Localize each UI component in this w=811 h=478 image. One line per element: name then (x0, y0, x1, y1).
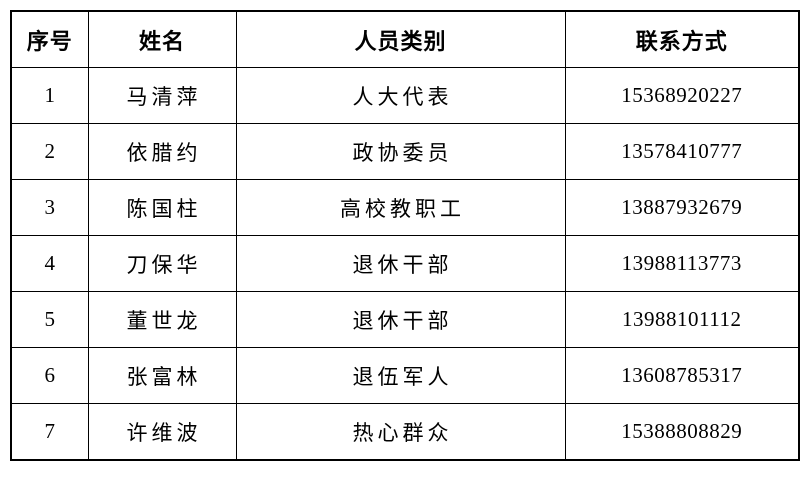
cell-no: 4 (10, 235, 89, 292)
cell-category: 退休干部 (235, 291, 566, 348)
cell-name: 许维波 (87, 403, 237, 461)
cell-no: 3 (10, 179, 89, 236)
table-row: 5 董世龙 退休干部 13988101112 (10, 291, 800, 348)
table-row: 1 马清萍 人大代表 15368920227 (10, 67, 800, 124)
cell-phone: 15388808829 (564, 403, 800, 461)
cell-no: 7 (10, 403, 89, 461)
cell-category: 政协委员 (235, 123, 566, 180)
cell-name: 依腊约 (87, 123, 237, 180)
header-cell-name: 姓名 (87, 10, 237, 68)
cell-category: 退伍军人 (235, 347, 566, 404)
table-row: 3 陈国柱 高校教职工 13887932679 (10, 179, 800, 236)
cell-phone: 13988113773 (564, 235, 800, 292)
cell-category: 高校教职工 (235, 179, 566, 236)
header-cell-phone: 联系方式 (564, 10, 800, 68)
cell-category: 人大代表 (235, 67, 566, 124)
cell-no: 1 (10, 67, 89, 124)
table-body: 1 马清萍 人大代表 15368920227 2 依腊约 政协委员 135784… (10, 67, 800, 461)
table-row: 6 张富林 退伍军人 13608785317 (10, 347, 800, 404)
cell-phone: 13578410777 (564, 123, 800, 180)
table-row: 2 依腊约 政协委员 13578410777 (10, 123, 800, 180)
cell-phone: 13608785317 (564, 347, 800, 404)
cell-name: 刀保华 (87, 235, 237, 292)
cell-name: 马清萍 (87, 67, 237, 124)
cell-name: 张富林 (87, 347, 237, 404)
cell-no: 2 (10, 123, 89, 180)
cell-no: 6 (10, 347, 89, 404)
table-row: 7 许维波 热心群众 15388808829 (10, 403, 800, 461)
cell-name: 董世龙 (87, 291, 237, 348)
table-row: 4 刀保华 退休干部 13988113773 (10, 235, 800, 292)
cell-name: 陈国柱 (87, 179, 237, 236)
table-header-row: 序号 姓名 人员类别 联系方式 (10, 10, 800, 68)
header-cell-category: 人员类别 (235, 10, 566, 68)
cell-category: 热心群众 (235, 403, 566, 461)
cell-category: 退休干部 (235, 235, 566, 292)
cell-phone: 13988101112 (564, 291, 800, 348)
personnel-table: 序号 姓名 人员类别 联系方式 1 马清萍 人大代表 15368920227 2… (10, 10, 800, 461)
header-cell-no: 序号 (10, 10, 89, 68)
cell-no: 5 (10, 291, 89, 348)
cell-phone: 15368920227 (564, 67, 800, 124)
cell-phone: 13887932679 (564, 179, 800, 236)
personnel-table-container: 序号 姓名 人员类别 联系方式 1 马清萍 人大代表 15368920227 2… (10, 10, 800, 461)
